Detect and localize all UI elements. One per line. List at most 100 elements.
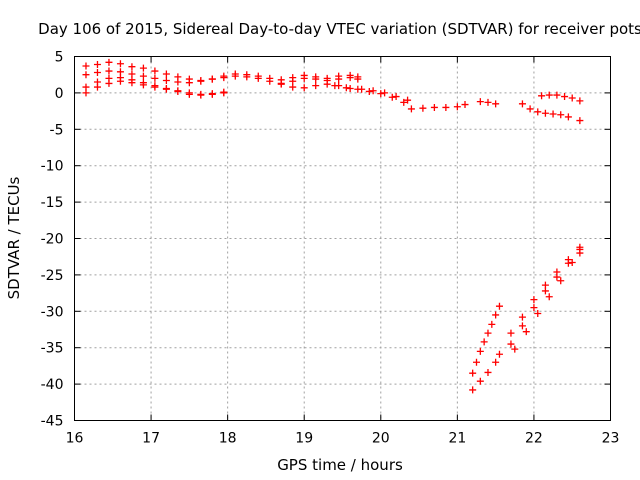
data-point	[492, 358, 500, 366]
data-point	[576, 117, 584, 125]
x-tick-label: 20	[372, 431, 390, 447]
data-point	[105, 67, 113, 75]
data-point	[419, 104, 427, 112]
data-point	[495, 302, 503, 310]
x-axis-label: GPS time / hours	[277, 456, 403, 474]
data-point	[197, 91, 205, 99]
data-point	[553, 91, 561, 99]
y-tick-label: -15	[41, 195, 64, 211]
data-point	[197, 77, 205, 85]
chart-title: Day 106 of 2015, Sidereal Day-to-day VTE…	[38, 20, 640, 38]
data-point	[530, 304, 538, 312]
data-point	[476, 347, 484, 355]
data-point	[469, 369, 477, 377]
data-point	[231, 72, 239, 80]
data-point	[492, 311, 500, 319]
data-point	[557, 111, 565, 119]
data-point	[312, 82, 320, 90]
x-tick-label: 23	[602, 431, 620, 447]
data-point	[507, 329, 515, 337]
data-point	[93, 83, 101, 91]
data-point	[323, 80, 331, 88]
data-point	[82, 89, 90, 97]
data-series	[331, 82, 469, 113]
data-points	[82, 58, 584, 394]
data-point	[400, 98, 408, 106]
data-point	[484, 329, 492, 337]
data-point	[534, 108, 542, 116]
data-point	[116, 60, 124, 68]
data-point	[476, 377, 484, 385]
data-point	[461, 101, 469, 109]
data-series	[82, 77, 228, 99]
x-tick-label: 18	[219, 431, 237, 447]
y-tick-label: -20	[41, 232, 64, 248]
data-point	[105, 58, 113, 66]
data-point	[151, 83, 159, 91]
data-point	[430, 103, 438, 111]
data-point	[564, 256, 572, 264]
data-point	[388, 93, 396, 101]
data-series	[82, 67, 362, 87]
data-point	[208, 90, 216, 98]
data-series	[277, 80, 412, 104]
data-point	[518, 322, 526, 330]
data-point	[185, 79, 193, 87]
data-point	[453, 103, 461, 111]
data-series	[511, 249, 584, 353]
data-point	[407, 105, 415, 113]
data-point	[495, 350, 503, 358]
data-point	[162, 70, 170, 78]
data-point	[381, 89, 389, 97]
data-point	[162, 85, 170, 93]
data-point	[151, 74, 159, 82]
data-point	[220, 74, 228, 82]
data-point	[488, 320, 496, 328]
x-tick-label: 16	[66, 431, 84, 447]
data-point	[484, 98, 492, 106]
data-series	[538, 91, 584, 105]
data-point	[312, 75, 320, 83]
data-point	[473, 358, 480, 366]
data-point	[128, 63, 136, 71]
data-point	[335, 75, 343, 83]
data-point	[377, 90, 385, 98]
data-point	[289, 83, 297, 91]
data-point	[139, 81, 147, 89]
x-tick-label: 17	[142, 431, 160, 447]
data-point	[277, 80, 285, 88]
data-point	[442, 103, 450, 111]
data-point	[568, 94, 576, 102]
data-point	[342, 84, 350, 92]
data-series	[476, 98, 500, 108]
y-tick-label: -45	[41, 414, 64, 430]
data-point	[557, 277, 565, 285]
data-point	[300, 84, 308, 92]
y-tick-label: -30	[41, 304, 64, 320]
data-point	[105, 79, 113, 87]
data-point	[116, 77, 124, 85]
x-tick-label: 21	[448, 431, 466, 447]
data-point	[480, 338, 488, 346]
axis-ticks	[74, 56, 611, 421]
data-point	[365, 87, 373, 95]
data-series	[507, 245, 584, 337]
data-point	[220, 89, 228, 97]
data-point	[526, 105, 534, 113]
data-point	[507, 340, 515, 348]
data-point	[476, 98, 484, 106]
grid-lines	[74, 56, 611, 421]
data-point	[331, 82, 339, 90]
y-tick-label: -5	[50, 122, 64, 138]
data-point	[346, 85, 354, 93]
data-point	[369, 87, 377, 95]
data-point	[346, 74, 354, 82]
data-point	[185, 90, 193, 98]
data-point	[151, 67, 159, 75]
y-tick-label: 5	[55, 50, 64, 66]
data-point	[139, 72, 147, 80]
data-point	[534, 309, 542, 317]
data-point	[469, 386, 477, 394]
data-point	[568, 259, 576, 267]
